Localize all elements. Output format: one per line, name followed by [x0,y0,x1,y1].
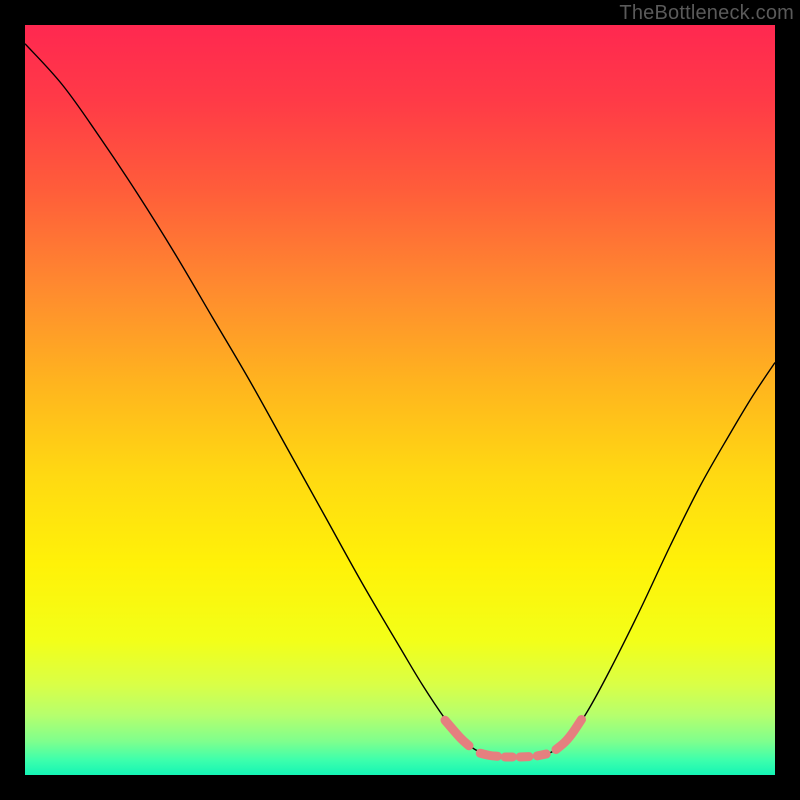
gradient-background [25,25,775,775]
bottleneck-chart [25,25,775,775]
attribution-label: TheBottleneck.com [619,2,794,25]
